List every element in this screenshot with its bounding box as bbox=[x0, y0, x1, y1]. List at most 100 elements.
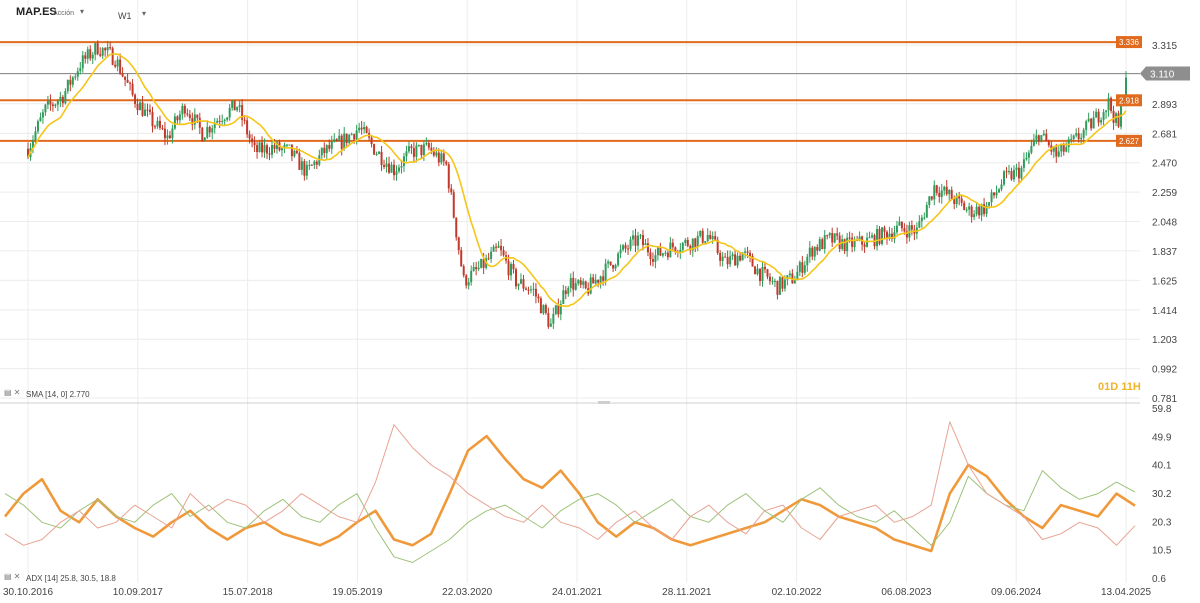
symbol-selector[interactable]: MAP.ES bbox=[16, 6, 57, 18]
time-tick-label: 15.07.2018 bbox=[223, 587, 273, 598]
candle-body bbox=[928, 196, 931, 206]
candle-body bbox=[131, 83, 134, 95]
candle-body bbox=[480, 258, 483, 268]
adx-indicator-label[interactable]: ADX [14] 25.8, 30.5, 18.8 bbox=[26, 574, 116, 583]
candle-body bbox=[71, 77, 74, 85]
candle-body bbox=[552, 313, 555, 324]
candle-body bbox=[666, 252, 669, 258]
candle-body bbox=[1007, 171, 1010, 173]
candle-body bbox=[724, 256, 727, 258]
candle-body bbox=[1062, 144, 1065, 152]
candle-body bbox=[201, 127, 204, 142]
candle-body bbox=[141, 102, 144, 116]
candle-body bbox=[397, 167, 400, 172]
candle-body bbox=[437, 152, 440, 163]
candle-body bbox=[323, 147, 326, 154]
candle-body bbox=[266, 145, 269, 154]
candle-body bbox=[547, 312, 550, 327]
candle-body bbox=[343, 133, 346, 149]
adx-series-adx bbox=[3, 434, 1136, 553]
candle-body bbox=[706, 234, 709, 242]
candle-body bbox=[178, 114, 181, 121]
candle-body bbox=[836, 233, 839, 236]
candle-body bbox=[1020, 167, 1023, 179]
chevron-down-icon[interactable]: ▾ bbox=[80, 7, 85, 16]
candle-body bbox=[263, 145, 266, 153]
candle-body bbox=[64, 91, 67, 104]
candle-body bbox=[1042, 133, 1045, 136]
candle-body bbox=[447, 164, 450, 189]
candle-body bbox=[151, 111, 154, 127]
candle-body bbox=[173, 116, 176, 129]
candle-body bbox=[731, 254, 734, 257]
candle-body bbox=[736, 255, 739, 266]
candle-body bbox=[515, 269, 517, 287]
candle-body bbox=[569, 278, 572, 289]
candle-body bbox=[828, 233, 831, 236]
candle-body bbox=[609, 261, 612, 265]
candle-body bbox=[1107, 97, 1110, 111]
candle-body bbox=[61, 96, 64, 104]
level-badge bbox=[1116, 94, 1142, 107]
price-tick-label: 0.992 bbox=[1152, 365, 1177, 376]
candle-body bbox=[978, 206, 981, 216]
candle-body bbox=[56, 101, 59, 105]
horizontal-levels[interactable] bbox=[0, 41, 1140, 142]
candle-body bbox=[268, 153, 271, 155]
candle-body bbox=[796, 271, 799, 281]
eye-icon[interactable]: ▤ ✕ bbox=[4, 388, 21, 397]
candle-body bbox=[59, 96, 62, 102]
candle-body bbox=[1045, 133, 1048, 142]
candle-body bbox=[79, 68, 82, 72]
candle-body bbox=[233, 100, 236, 111]
adx-axis: 59.8 49.9 40.1 30.2 20.3 10.5 0.6 bbox=[1152, 404, 1172, 585]
candle-body bbox=[328, 145, 331, 149]
candle-body bbox=[1022, 159, 1025, 168]
candle-body bbox=[1075, 133, 1078, 136]
candle-body bbox=[455, 217, 458, 238]
candle-body bbox=[1067, 139, 1070, 148]
time-tick-label: 19.05.2019 bbox=[332, 587, 382, 598]
candle-body bbox=[333, 139, 336, 142]
candle-body bbox=[246, 120, 249, 135]
candle-body bbox=[995, 192, 998, 196]
candle-body bbox=[69, 79, 72, 85]
pane-divider-handle[interactable] bbox=[598, 401, 610, 404]
chevron-down-icon[interactable]: ▾ bbox=[142, 9, 147, 18]
candle-body bbox=[1040, 135, 1043, 142]
candle-body bbox=[96, 43, 99, 55]
candle-body bbox=[1027, 152, 1030, 158]
candle-body bbox=[604, 263, 607, 281]
candle-body bbox=[1017, 167, 1020, 179]
candle-body bbox=[771, 281, 774, 283]
candle-body bbox=[144, 109, 147, 116]
eye-icon[interactable]: ▤ ✕ bbox=[4, 572, 21, 581]
candle-body bbox=[905, 231, 908, 238]
candle-body bbox=[554, 305, 557, 314]
candle-body bbox=[126, 79, 129, 83]
candle-body bbox=[470, 270, 473, 283]
sma-indicator-label[interactable]: SMA [14, 0] 2.770 bbox=[26, 390, 90, 399]
candle-body bbox=[684, 239, 687, 243]
candle-body bbox=[425, 143, 428, 145]
candle-body bbox=[390, 164, 393, 173]
candle-body bbox=[888, 233, 891, 239]
candle-body bbox=[746, 251, 749, 253]
candle-body bbox=[903, 228, 906, 232]
candle-body bbox=[811, 247, 814, 257]
candle-body bbox=[544, 305, 547, 313]
candle-body bbox=[567, 288, 570, 294]
candle-body bbox=[522, 279, 525, 289]
candle-body bbox=[81, 55, 84, 69]
candle-body bbox=[691, 238, 694, 251]
candle-body bbox=[405, 151, 408, 157]
candle-body bbox=[253, 142, 256, 146]
timeframe-selector[interactable]: W1 bbox=[118, 11, 132, 21]
candle-body bbox=[644, 243, 647, 246]
candle-body bbox=[639, 235, 642, 237]
candle-body bbox=[661, 253, 664, 256]
candle-body bbox=[876, 229, 879, 247]
candle-body bbox=[1117, 113, 1120, 127]
candle-body bbox=[1112, 110, 1115, 123]
